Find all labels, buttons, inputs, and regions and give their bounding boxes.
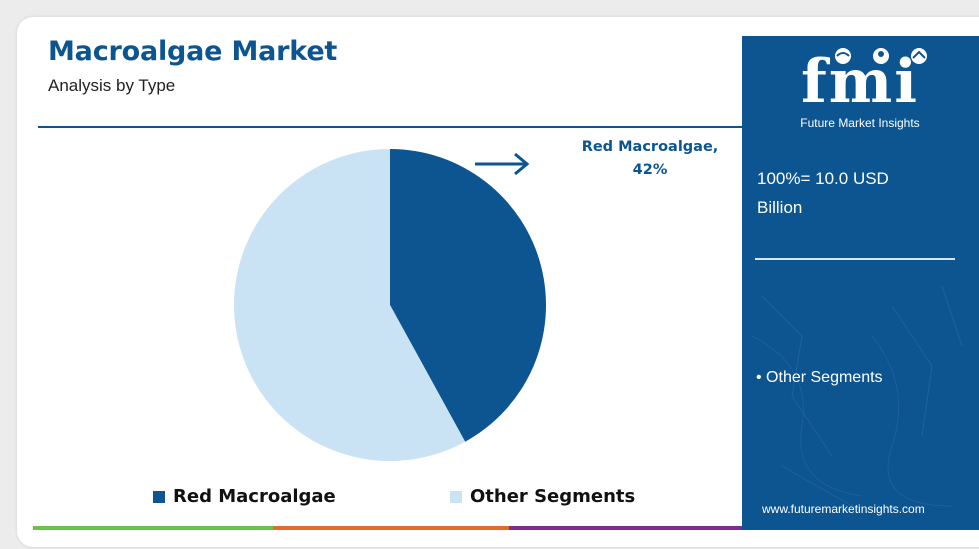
legend-item-other-segments: Other Segments bbox=[450, 486, 635, 507]
panel-divider bbox=[755, 258, 955, 260]
callout-arrow-icon bbox=[475, 152, 530, 176]
legend-swatch-red bbox=[153, 490, 165, 503]
legend-label: Red Macroalgae bbox=[173, 486, 336, 507]
pie-chart bbox=[233, 149, 546, 461]
chart-title: Macroalgae Market bbox=[48, 36, 338, 67]
market-total-value: 100%= 10.0 USD bbox=[757, 169, 889, 188]
pie-slice-other-segments bbox=[233, 149, 466, 461]
pie-slice-red-macroalgae bbox=[390, 149, 546, 442]
legend-swatch-other bbox=[450, 490, 462, 503]
logo-company-name: Future Market Insights bbox=[800, 116, 920, 130]
callout-label: Red Macroalgae, 42% bbox=[560, 136, 740, 182]
callout-label-value: 42% bbox=[632, 162, 668, 178]
footer-stripe-orange bbox=[273, 526, 509, 530]
fmi-logo: fmi Future Market Insights bbox=[775, 44, 945, 130]
website-url: www.futuremarketinsights.com bbox=[762, 502, 925, 516]
market-total-unit: Billion bbox=[757, 198, 803, 217]
info-panel: fmi Future Market Insights 100%= 10.0 US… bbox=[742, 36, 979, 530]
panel-segment-bullet: • Other Segments bbox=[756, 369, 883, 386]
logo-wordmark: fmi bbox=[800, 47, 920, 117]
chart-legend: Red Macroalgae Other Segments bbox=[0, 486, 740, 510]
footer-stripe-green bbox=[33, 526, 273, 530]
legend-item-red-macroalgae: Red Macroalgae bbox=[153, 486, 336, 507]
panel-texture bbox=[751, 285, 963, 507]
chart-subtitle: Analysis by Type bbox=[48, 76, 176, 95]
market-total: 100%= 10.0 USD Billion bbox=[757, 164, 957, 222]
footer-stripe-purple bbox=[509, 526, 742, 530]
legend-label: Other Segments bbox=[470, 486, 636, 507]
callout-label-series: Red Macroalgae, bbox=[581, 139, 719, 155]
logo-people-icon bbox=[835, 48, 927, 64]
title-divider bbox=[38, 126, 744, 128]
